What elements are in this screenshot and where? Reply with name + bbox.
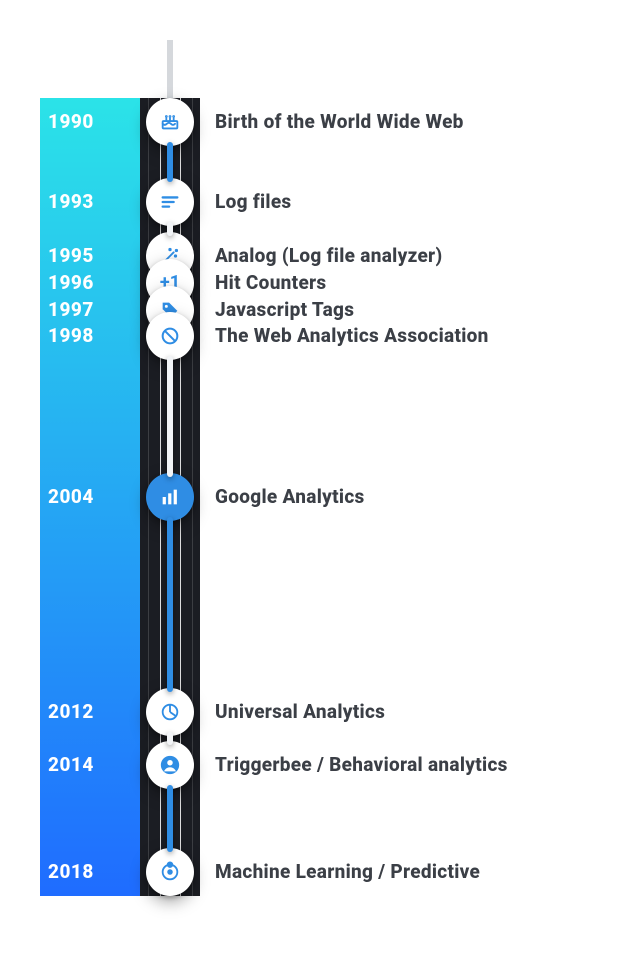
timeline-label: Machine Learning / Predictive <box>215 848 480 896</box>
timeline-icon-circle <box>146 741 194 789</box>
bar-icon <box>146 473 194 521</box>
user-icon <box>146 741 194 789</box>
orbit-icon <box>146 848 194 896</box>
timeline-row: 2012 Universal Analytics <box>0 688 640 736</box>
cake-icon <box>146 98 194 146</box>
timeline-label: Universal Analytics <box>215 688 385 736</box>
timeline-label: The Web Analytics Association <box>215 312 489 360</box>
timeline-year: 1998 <box>40 312 100 360</box>
lines-icon <box>146 178 194 226</box>
timeline-icon-circle <box>146 848 194 896</box>
timeline-connector <box>167 732 173 746</box>
nosign-icon <box>146 312 194 360</box>
timeline-year: 1990 <box>40 98 100 146</box>
timeline-connector <box>167 356 173 477</box>
timeline-label: Google Analytics <box>215 473 365 521</box>
timeline-connector <box>167 517 173 691</box>
timeline-year: 2012 <box>40 688 100 736</box>
timeline-icon-circle <box>146 98 194 146</box>
timeline-connector <box>167 785 173 852</box>
timeline-row: 2014 Triggerbee / Behavioral analytics <box>0 741 640 789</box>
timeline-icon-circle <box>146 312 194 360</box>
timeline-row: 1998 The Web Analytics Association <box>0 312 640 360</box>
timeline-label: Log files <box>215 178 291 226</box>
timeline-year: 2018 <box>40 848 100 896</box>
timeline-row: 2018 Machine Learning / Predictive <box>0 848 640 896</box>
timeline-infographic: 1990 Birth of the World Wide Web 1993 Log f… <box>0 0 640 979</box>
timeline-year: 2004 <box>40 473 100 521</box>
timeline-icon-circle <box>146 688 194 736</box>
timeline-icon-circle <box>146 178 194 226</box>
timeline-connector <box>167 142 173 182</box>
timeline-row: 2004 Google Analytics <box>0 473 640 521</box>
timeline-row: 1993 Log files <box>0 178 640 226</box>
timeline-year: 2014 <box>40 741 100 789</box>
timeline-row: 1990 Birth of the World Wide Web <box>0 98 640 146</box>
timeline-label: Triggerbee / Behavioral analytics <box>215 741 508 789</box>
timeline-year: 1993 <box>40 178 100 226</box>
timeline-label: Birth of the World Wide Web <box>215 98 464 146</box>
pie-icon <box>146 688 194 736</box>
timeline-stub <box>167 40 173 98</box>
timeline-icon-circle <box>146 473 194 521</box>
timeline-connector <box>167 222 173 236</box>
